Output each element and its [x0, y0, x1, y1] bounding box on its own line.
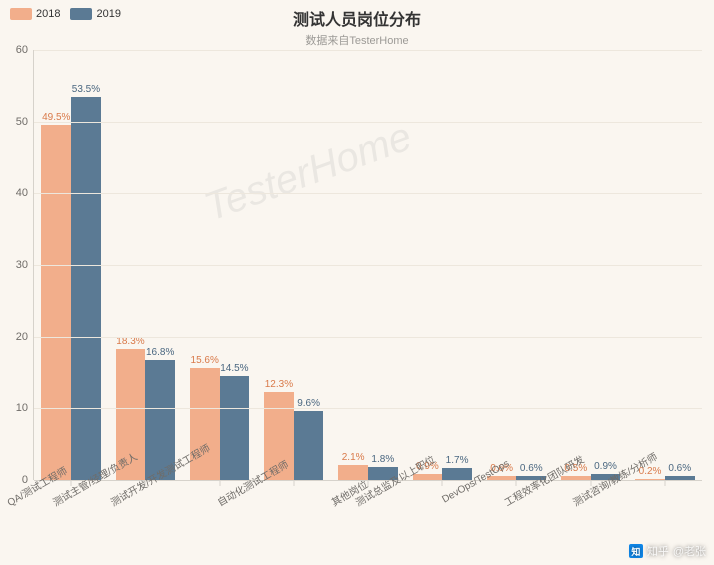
zhihu-icon: 知 [629, 544, 643, 558]
bar-value-label: 1.7% [446, 455, 469, 466]
grid-line [34, 122, 702, 123]
bar-value-label: 53.5% [72, 84, 100, 95]
bar[interactable]: 0.5% [561, 476, 591, 480]
y-tick-label: 50 [16, 116, 34, 128]
legend-label: 2018 [36, 8, 60, 20]
legend: 2018 2019 [10, 8, 121, 20]
bar[interactable]: 14.5% [220, 376, 250, 480]
x-tick [219, 480, 220, 486]
bar-value-label: 14.5% [220, 363, 248, 374]
grid-line [34, 193, 702, 194]
attribution-author: @老张 [673, 543, 706, 559]
grid-line [34, 337, 702, 338]
grid-line [34, 265, 702, 266]
bar[interactable]: 15.6% [190, 368, 220, 480]
bar[interactable]: 9.6% [294, 411, 324, 480]
grid-line [34, 408, 702, 409]
bar[interactable]: 0.2% [635, 479, 665, 480]
chart-subtitle: 数据来自TesterHome [0, 32, 714, 48]
x-tick [516, 480, 517, 486]
bar-value-label: 2.1% [342, 452, 365, 463]
y-tick-label: 10 [16, 402, 34, 414]
x-tick [293, 480, 294, 486]
bar-value-label: 0.6% [520, 463, 543, 474]
bar-value-label: 15.6% [191, 355, 219, 366]
x-tick [442, 480, 443, 486]
chart-container: 20182019 测试人员岗位分布 数据来自TesterHome TesterH… [0, 0, 714, 565]
grid-line [34, 50, 702, 51]
bar[interactable]: 1.7% [442, 468, 472, 480]
legend-swatch [70, 8, 92, 20]
x-tick [664, 480, 665, 486]
bar-value-label: 1.8% [371, 454, 394, 465]
attribution: 知 知乎 @老张 [629, 543, 706, 559]
bar[interactable]: 49.5% [41, 125, 71, 480]
y-tick-label: 60 [16, 44, 34, 56]
legend-label: 2019 [96, 8, 120, 20]
y-tick-label: 40 [16, 187, 34, 199]
plot-area: 49.5%53.5%QA/测试工程师18.3%16.8%测试主管/经理/负责人1… [34, 50, 702, 480]
attribution-platform: 知乎 [647, 543, 669, 559]
bar-value-label: 0.6% [668, 463, 691, 474]
y-tick-label: 20 [16, 331, 34, 343]
bar-value-label: 12.3% [265, 379, 293, 390]
y-tick-label: 0 [22, 474, 34, 486]
bar[interactable]: 0.6% [665, 476, 695, 480]
bar[interactable]: 53.5% [71, 97, 101, 480]
legend-item[interactable]: 2019 [70, 8, 120, 20]
bar-value-label: 16.8% [146, 347, 174, 358]
y-tick-label: 30 [16, 259, 34, 271]
legend-item[interactable]: 2018 [10, 8, 60, 20]
legend-swatch [10, 8, 32, 20]
